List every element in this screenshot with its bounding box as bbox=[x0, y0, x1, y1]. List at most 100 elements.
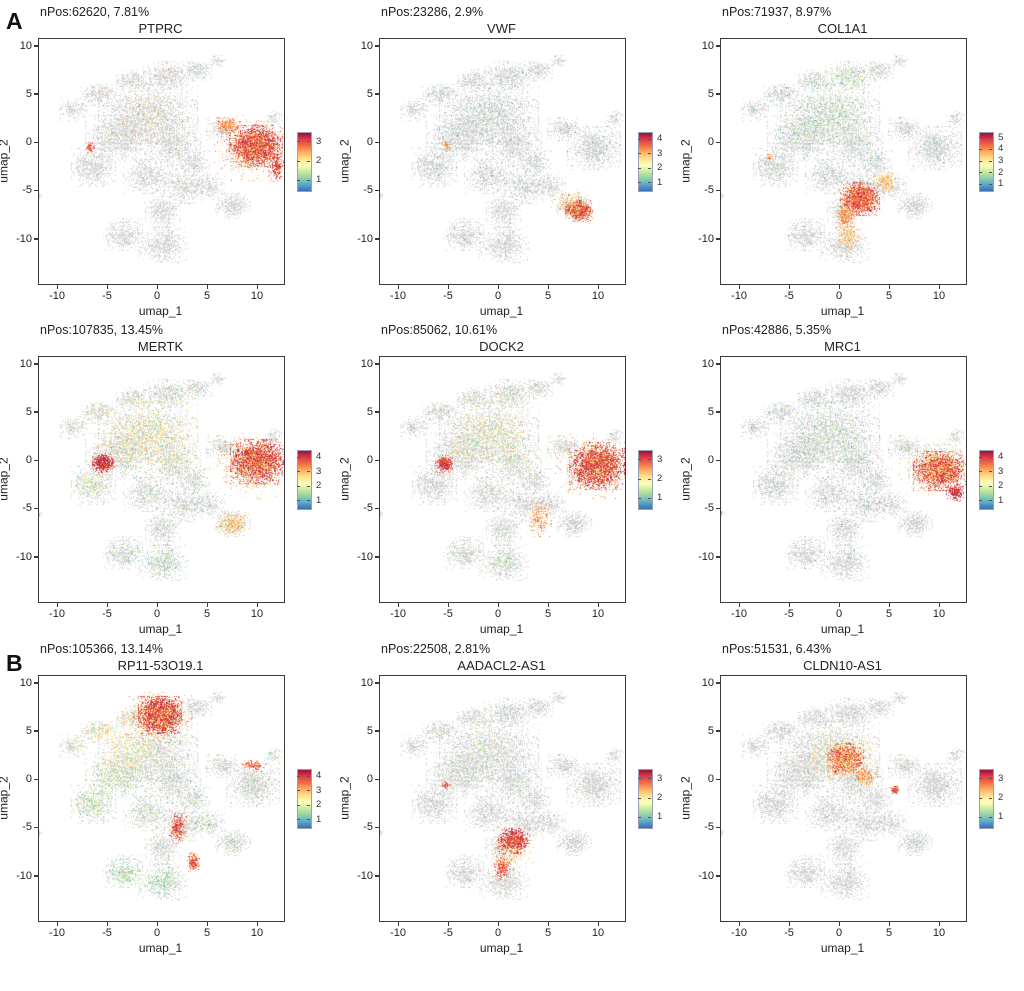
x-tick-label: -5 bbox=[443, 927, 453, 939]
y-axis-label: umap_2 bbox=[0, 675, 12, 920]
umap-panel-rp11-53o19.1: nPos:105366, 13.14% RP11-53O19.1 umap_2 10 5… bbox=[0, 637, 341, 955]
x-tick-mark bbox=[106, 603, 108, 607]
colorbar-tick-mark bbox=[638, 797, 641, 799]
x-axis-label: umap_1 bbox=[479, 622, 524, 636]
x-tick-mark bbox=[497, 922, 499, 926]
y-tick-label: -5 bbox=[363, 184, 373, 197]
y-tick-label: 10 bbox=[701, 357, 714, 370]
colorbar-tick-label: 4 bbox=[998, 451, 1004, 463]
colorbar-tick-label: 2 bbox=[657, 792, 663, 803]
colorbar-tick-mark bbox=[979, 471, 982, 473]
y-tick-mark bbox=[34, 238, 38, 240]
x-tick-label: -10 bbox=[731, 608, 747, 620]
panel-title: MRC1 bbox=[824, 339, 861, 354]
x-tick-label: -10 bbox=[49, 608, 65, 620]
y-axis-label: umap_2 bbox=[678, 356, 694, 601]
colorbar-tick-mark bbox=[307, 790, 310, 792]
colorbar-tick-label: 3 bbox=[657, 772, 663, 784]
y-tick-mark bbox=[375, 45, 379, 47]
y-tick-mark bbox=[375, 363, 379, 365]
colorbar-tick-mark bbox=[638, 153, 641, 155]
colorbar-tick-mark bbox=[648, 778, 651, 780]
panel-title: DOCK2 bbox=[479, 339, 524, 354]
colorbar-tick-mark bbox=[648, 797, 651, 799]
umap-canvas bbox=[39, 39, 284, 284]
y-tick-label: -5 bbox=[22, 502, 32, 515]
y-tick-label: 5 bbox=[707, 405, 714, 418]
y-tick-mark bbox=[716, 238, 720, 240]
x-tick-mark bbox=[597, 922, 599, 926]
x-axis-label: umap_1 bbox=[138, 622, 183, 636]
x-axis-label: umap_1 bbox=[138, 304, 183, 318]
umap-panel-col1a1: nPos:71937, 8.97% COL1A1 umap_2 10 5 0 -5 -10 -1… bbox=[679, 0, 1023, 318]
umap-canvas bbox=[39, 676, 284, 921]
colorbar-tick-mark bbox=[989, 183, 992, 185]
y-tick-mark bbox=[34, 682, 38, 684]
x-tick-mark bbox=[256, 603, 258, 607]
x-tick-label: 10 bbox=[591, 927, 605, 939]
npos-label: nPos:42886, 5.35% bbox=[722, 323, 832, 337]
y-tick-label: 5 bbox=[25, 405, 32, 418]
plot-area bbox=[38, 38, 285, 285]
y-tick-label: -5 bbox=[363, 821, 373, 834]
x-tick-label: 0 bbox=[153, 608, 161, 620]
colorbar-tick-mark bbox=[648, 138, 651, 140]
colorbar-tick-label: 1 bbox=[316, 813, 322, 825]
x-tick-label: -10 bbox=[49, 290, 65, 302]
x-tick-label: 10 bbox=[250, 608, 264, 620]
y-tick-mark bbox=[716, 363, 720, 365]
colorbar-tick-mark bbox=[638, 478, 641, 480]
x-tick-label: -5 bbox=[102, 608, 112, 620]
x-tick-mark bbox=[838, 603, 840, 607]
y-tick-label: -5 bbox=[704, 184, 714, 197]
colorbar-tick-mark bbox=[979, 148, 982, 150]
colorbar-tick-mark bbox=[297, 471, 300, 473]
x-tick-mark bbox=[788, 285, 790, 289]
colorbar-tick-mark bbox=[307, 179, 310, 181]
umap-canvas bbox=[39, 357, 284, 602]
npos-label: nPos:23286, 2.9% bbox=[381, 5, 484, 19]
y-tick-label: 10 bbox=[360, 357, 373, 370]
colorbar-tick-mark bbox=[297, 141, 300, 143]
x-tick-label: -10 bbox=[390, 290, 406, 302]
colorbar-tick-label: 1 bbox=[657, 492, 663, 504]
colorbar-tick-label: 3 bbox=[316, 465, 322, 477]
y-tick-mark bbox=[375, 682, 379, 684]
x-tick-mark bbox=[788, 922, 790, 926]
npos-label: nPos:51531, 6.43% bbox=[722, 642, 832, 656]
colorbar-tick-mark bbox=[979, 816, 982, 818]
colorbar-tick-label: 1 bbox=[657, 176, 663, 188]
y-tick-label: -10 bbox=[698, 550, 714, 563]
y-tick-mark bbox=[716, 459, 720, 462]
colorbar-tick-label: 3 bbox=[998, 465, 1004, 477]
x-tick-mark bbox=[106, 922, 108, 926]
x-tick-label: 5 bbox=[203, 290, 211, 302]
y-axis-label: umap_2 bbox=[0, 38, 12, 283]
x-tick-mark bbox=[738, 285, 740, 289]
colorbar-tick-label: 2 bbox=[316, 799, 322, 811]
colorbar-tick-mark bbox=[989, 137, 992, 139]
colorbar-tick-mark bbox=[307, 775, 310, 777]
x-tick-mark bbox=[938, 603, 940, 607]
colorbar-tick-mark bbox=[648, 478, 651, 480]
colorbar-tick-label: 2 bbox=[657, 162, 663, 174]
y-tick-mark bbox=[375, 238, 379, 240]
x-tick-mark bbox=[738, 603, 740, 607]
y-axis-label: umap_2 bbox=[678, 675, 694, 920]
x-tick-label: 5 bbox=[544, 608, 552, 620]
colorbar-tick-mark bbox=[989, 778, 992, 780]
umap-panel-cldn10-as1: nPos:51531, 6.43% CLDN10-AS1 umap_2 10 5 0 -5-… bbox=[679, 637, 1023, 955]
x-tick-mark bbox=[838, 285, 840, 289]
section-label-a: A bbox=[6, 8, 23, 34]
plot-area bbox=[379, 675, 626, 922]
npos-label: nPos:22508, 2.81% bbox=[381, 642, 491, 656]
umap-canvas bbox=[380, 357, 625, 602]
y-tick-label: 5 bbox=[366, 405, 373, 418]
y-axis-label: umap_2 bbox=[678, 38, 694, 283]
colorbar-tick-mark bbox=[297, 790, 300, 792]
x-tick-label: 0 bbox=[835, 290, 843, 302]
colorbar-tick-mark bbox=[297, 160, 300, 162]
colorbar-tick-mark bbox=[989, 471, 992, 473]
colorbar-tick-label: 2 bbox=[998, 166, 1004, 178]
x-tick-label: 5 bbox=[203, 927, 211, 939]
